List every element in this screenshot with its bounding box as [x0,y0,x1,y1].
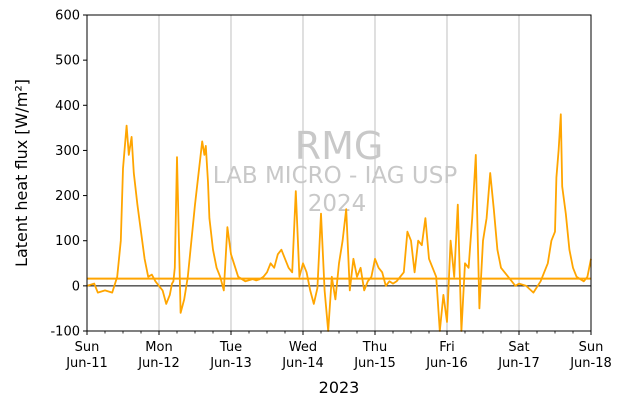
y-tick-label: 0 [72,279,80,294]
series-line [86,113,592,332]
x-tick-date: Jun-14 [281,356,324,371]
watermark: RMG LAB MICRO - IAG USP 2024 [213,124,458,217]
y-tick-label: 600 [55,9,80,24]
y-tick-label: 300 [55,144,80,159]
x-tick-day: Tue [219,340,242,355]
x-tick-day: Sun [75,340,100,355]
x-tick-date: Jun-12 [137,356,180,371]
x-tick-day: Mon [145,340,172,355]
x-tick-date: Jun-13 [209,356,252,371]
y-tick-label: 500 [55,54,80,69]
x-tick-date: Jun-15 [353,356,396,371]
watermark-line3: 2024 [308,191,367,217]
y-tick-label: 100 [55,234,80,249]
x-tick-date: Jun-17 [497,356,540,371]
y-axis-label: Latent heat flux [W/m²] [12,79,31,267]
y-tick-label: 200 [55,189,80,204]
x-axis: SunJun-11MonJun-12TueJun-13WedJun-14ThuJ… [65,331,612,371]
y-tick-label: -100 [50,325,80,340]
x-tick-day: Sun [579,340,604,355]
x-tick-day: Thu [362,340,387,355]
y-tick-label: 400 [55,99,80,114]
x-axis-label: 2023 [319,378,360,397]
x-tick-day: Wed [289,340,317,355]
y-axis: -100 0 100 200 300 400 500 600 [50,9,87,340]
x-tick-date: Jun-11 [65,356,108,371]
x-tick-day: Sat [508,340,529,355]
x-tick-day: Fri [439,340,455,355]
series-group [86,113,592,332]
watermark-line2: LAB MICRO - IAG USP [213,163,458,189]
x-tick-date: Jun-18 [569,356,612,371]
x-tick-date: Jun-16 [425,356,468,371]
watermark-line1: RMG [295,124,384,168]
